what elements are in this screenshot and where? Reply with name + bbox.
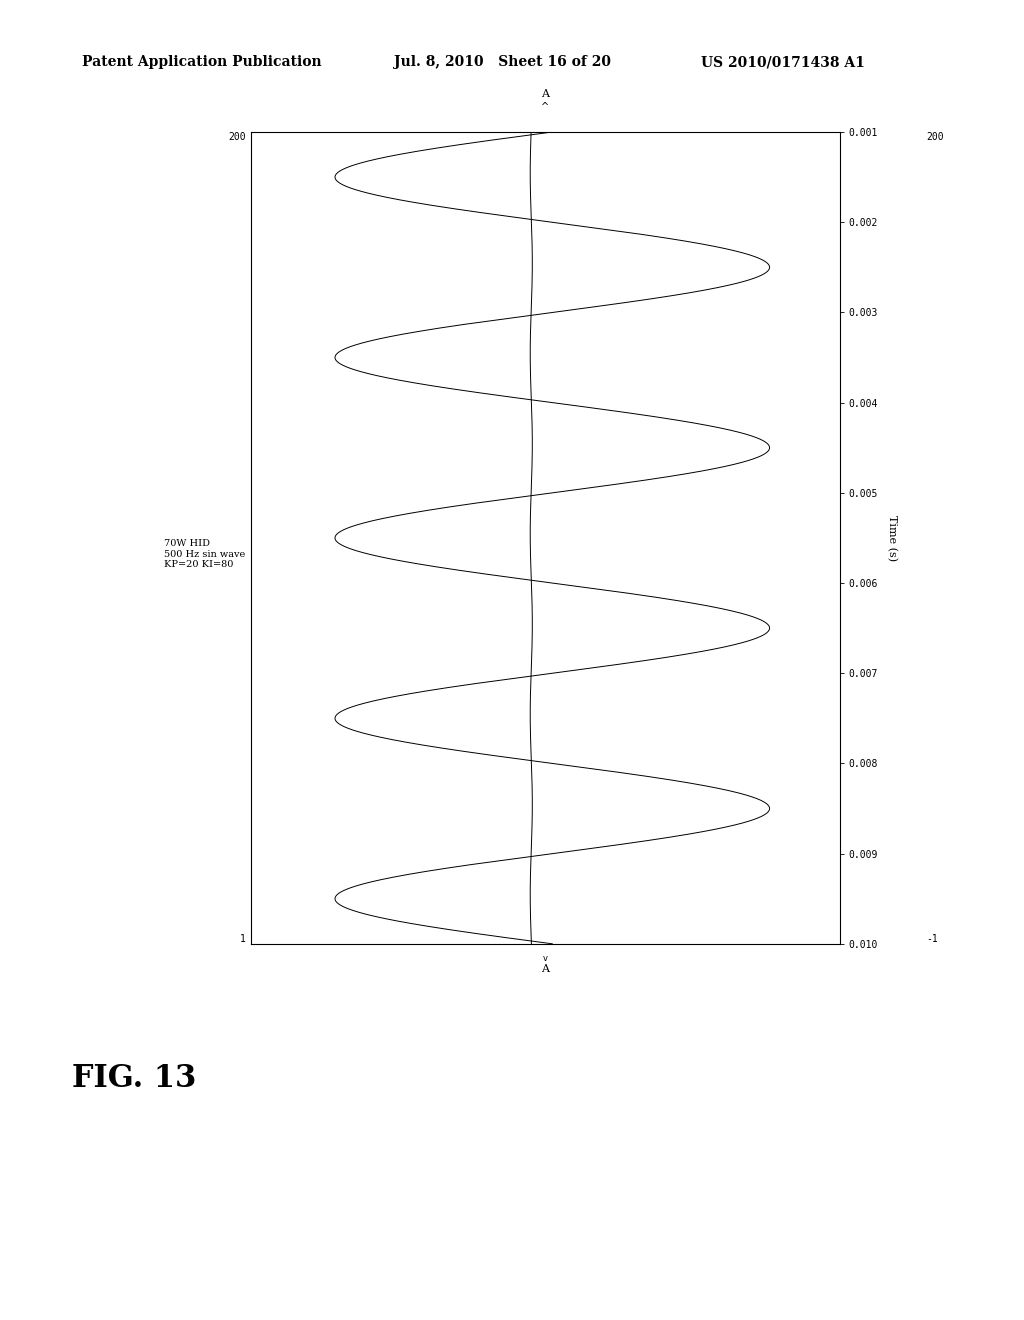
Text: -1: -1 <box>927 933 938 944</box>
Text: FIG. 13: FIG. 13 <box>72 1063 196 1093</box>
Text: 200: 200 <box>228 132 246 143</box>
Text: A: A <box>542 964 549 974</box>
Text: v: v <box>543 954 548 964</box>
Text: Jul. 8, 2010   Sheet 16 of 20: Jul. 8, 2010 Sheet 16 of 20 <box>394 55 611 70</box>
Text: 1: 1 <box>240 933 246 944</box>
Text: A: A <box>542 88 549 99</box>
Text: US 2010/0171438 A1: US 2010/0171438 A1 <box>701 55 865 70</box>
Text: 70W HID
500 Hz sin wave
KP=20 KI=80: 70W HID 500 Hz sin wave KP=20 KI=80 <box>164 540 245 569</box>
Y-axis label: Time (s): Time (s) <box>887 515 897 561</box>
Text: Patent Application Publication: Patent Application Publication <box>82 55 322 70</box>
Text: 200: 200 <box>927 132 944 143</box>
Text: ^: ^ <box>542 102 549 112</box>
